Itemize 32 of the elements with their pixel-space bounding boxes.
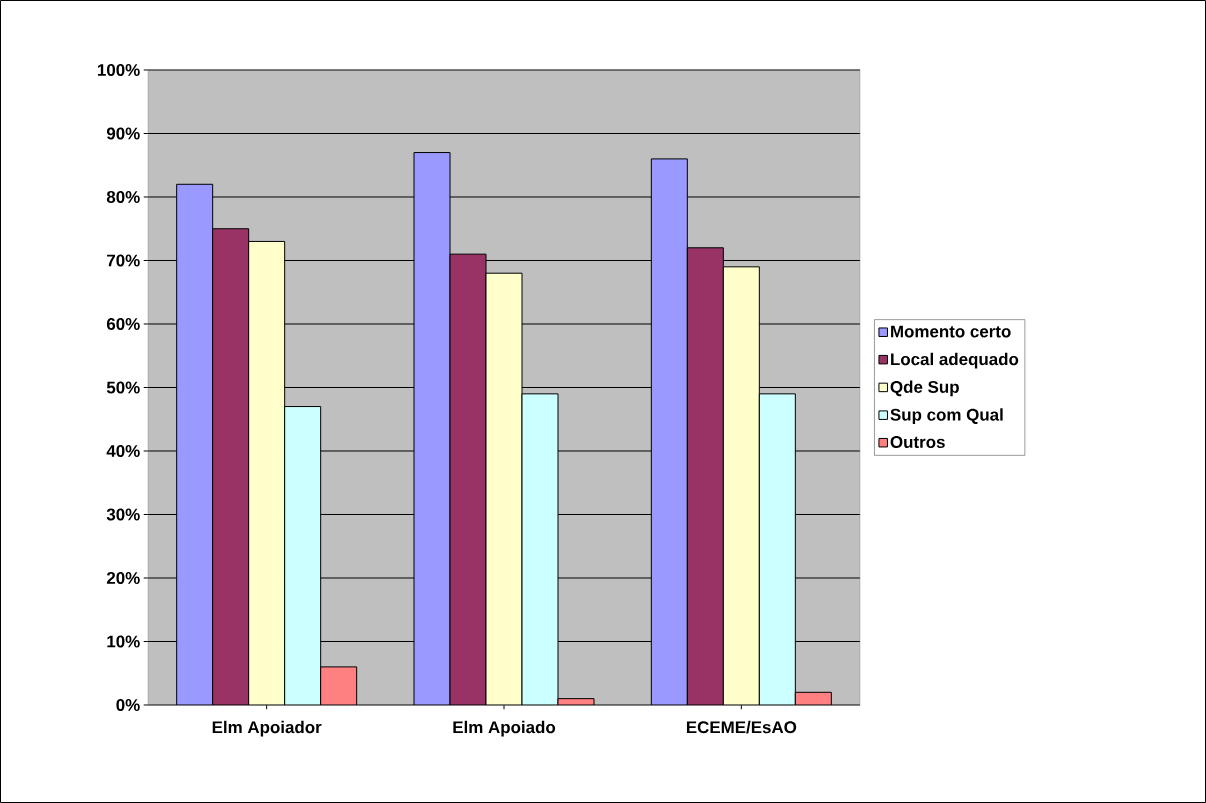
y-tick-label: 0% bbox=[116, 699, 140, 711]
bar bbox=[449, 253, 487, 705]
bar bbox=[248, 240, 286, 705]
x-tick-label: Elm Apoiado bbox=[453, 720, 556, 737]
y-tick-label: 10% bbox=[107, 635, 140, 648]
y-tick-label: 30% bbox=[106, 508, 140, 521]
y-tick-label: 70% bbox=[107, 254, 140, 267]
y-tick-label: 80% bbox=[106, 191, 140, 203]
legend-label: Outros bbox=[890, 436, 945, 449]
bar bbox=[758, 393, 796, 705]
legend-label: Qde Sup bbox=[890, 380, 959, 397]
y-tick-label: 60% bbox=[106, 318, 140, 330]
y-tick-label: 90% bbox=[106, 127, 140, 140]
bar bbox=[176, 183, 214, 705]
legend-label: Local adequado bbox=[891, 352, 1019, 369]
bar bbox=[686, 247, 724, 705]
y-tick-label: 20% bbox=[106, 572, 140, 584]
bar bbox=[722, 266, 760, 705]
legend-label: Sup com Qual bbox=[890, 408, 1003, 425]
x-tick-label: Elm Apoiador bbox=[212, 720, 322, 737]
legend-label: Momento certo bbox=[891, 325, 1011, 338]
bar bbox=[413, 152, 451, 705]
y-tick-label: 100% bbox=[97, 63, 140, 76]
bar bbox=[521, 393, 559, 705]
bar bbox=[485, 272, 523, 705]
bar bbox=[320, 666, 358, 705]
bar bbox=[650, 158, 688, 705]
x-tick-label: ECEME/EsAO bbox=[686, 720, 797, 734]
y-tick-label: 50% bbox=[106, 381, 140, 394]
bar bbox=[212, 228, 250, 705]
bar bbox=[284, 406, 322, 705]
y-tick-label: 40% bbox=[106, 445, 140, 457]
